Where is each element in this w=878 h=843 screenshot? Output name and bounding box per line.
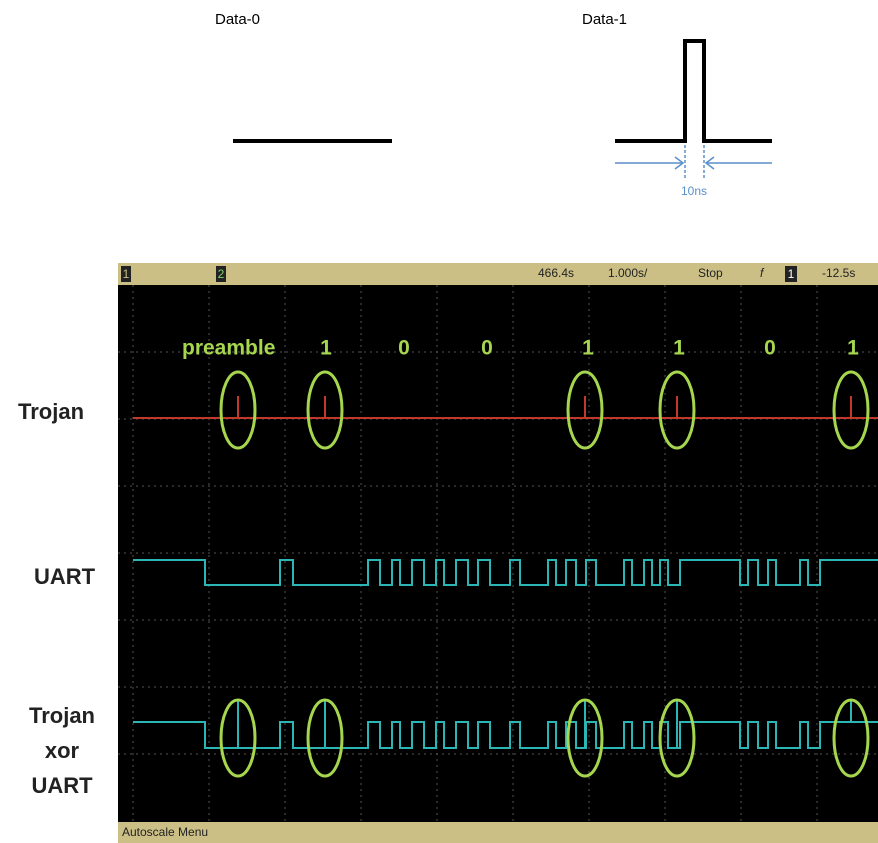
status-delay: 466.4s (538, 266, 574, 280)
bit-label: 1 (847, 337, 859, 360)
status-ch2: 2 (218, 267, 225, 281)
xor-label-2: xor (45, 738, 80, 763)
bit-label: 0 (398, 337, 410, 360)
data1-pulse (615, 41, 772, 141)
xor-label-3: UART (31, 773, 93, 798)
uart-label: UART (34, 564, 96, 589)
width-label: 10ns (681, 184, 707, 198)
bit-label: 0 (481, 337, 493, 360)
xor-label-1: Trojan (29, 703, 95, 728)
footer-label: Autoscale Menu (122, 825, 208, 839)
status-trigger-channel: 1 (788, 267, 795, 281)
preamble-label: preamble (182, 337, 275, 360)
page: Data-0 Data-1 10ns 1 2 466.4s 1.000s/ St… (0, 0, 878, 843)
width-arrows (615, 145, 772, 180)
bit-label: 1 (320, 337, 332, 360)
trojan-label: Trojan (18, 399, 84, 424)
bit-label: 0 (764, 337, 776, 360)
data1-label: Data-1 (582, 11, 627, 28)
status-bar (118, 263, 878, 285)
bit-label: 1 (582, 337, 594, 360)
status-level: -12.5s (822, 266, 855, 280)
footer-bar (118, 822, 878, 843)
status-timebase: 1.000s/ (608, 266, 648, 280)
status-ch1: 1 (123, 267, 130, 281)
data0-label: Data-0 (215, 11, 260, 28)
bit-label: 1 (673, 337, 685, 360)
status-state: Stop (698, 266, 723, 280)
